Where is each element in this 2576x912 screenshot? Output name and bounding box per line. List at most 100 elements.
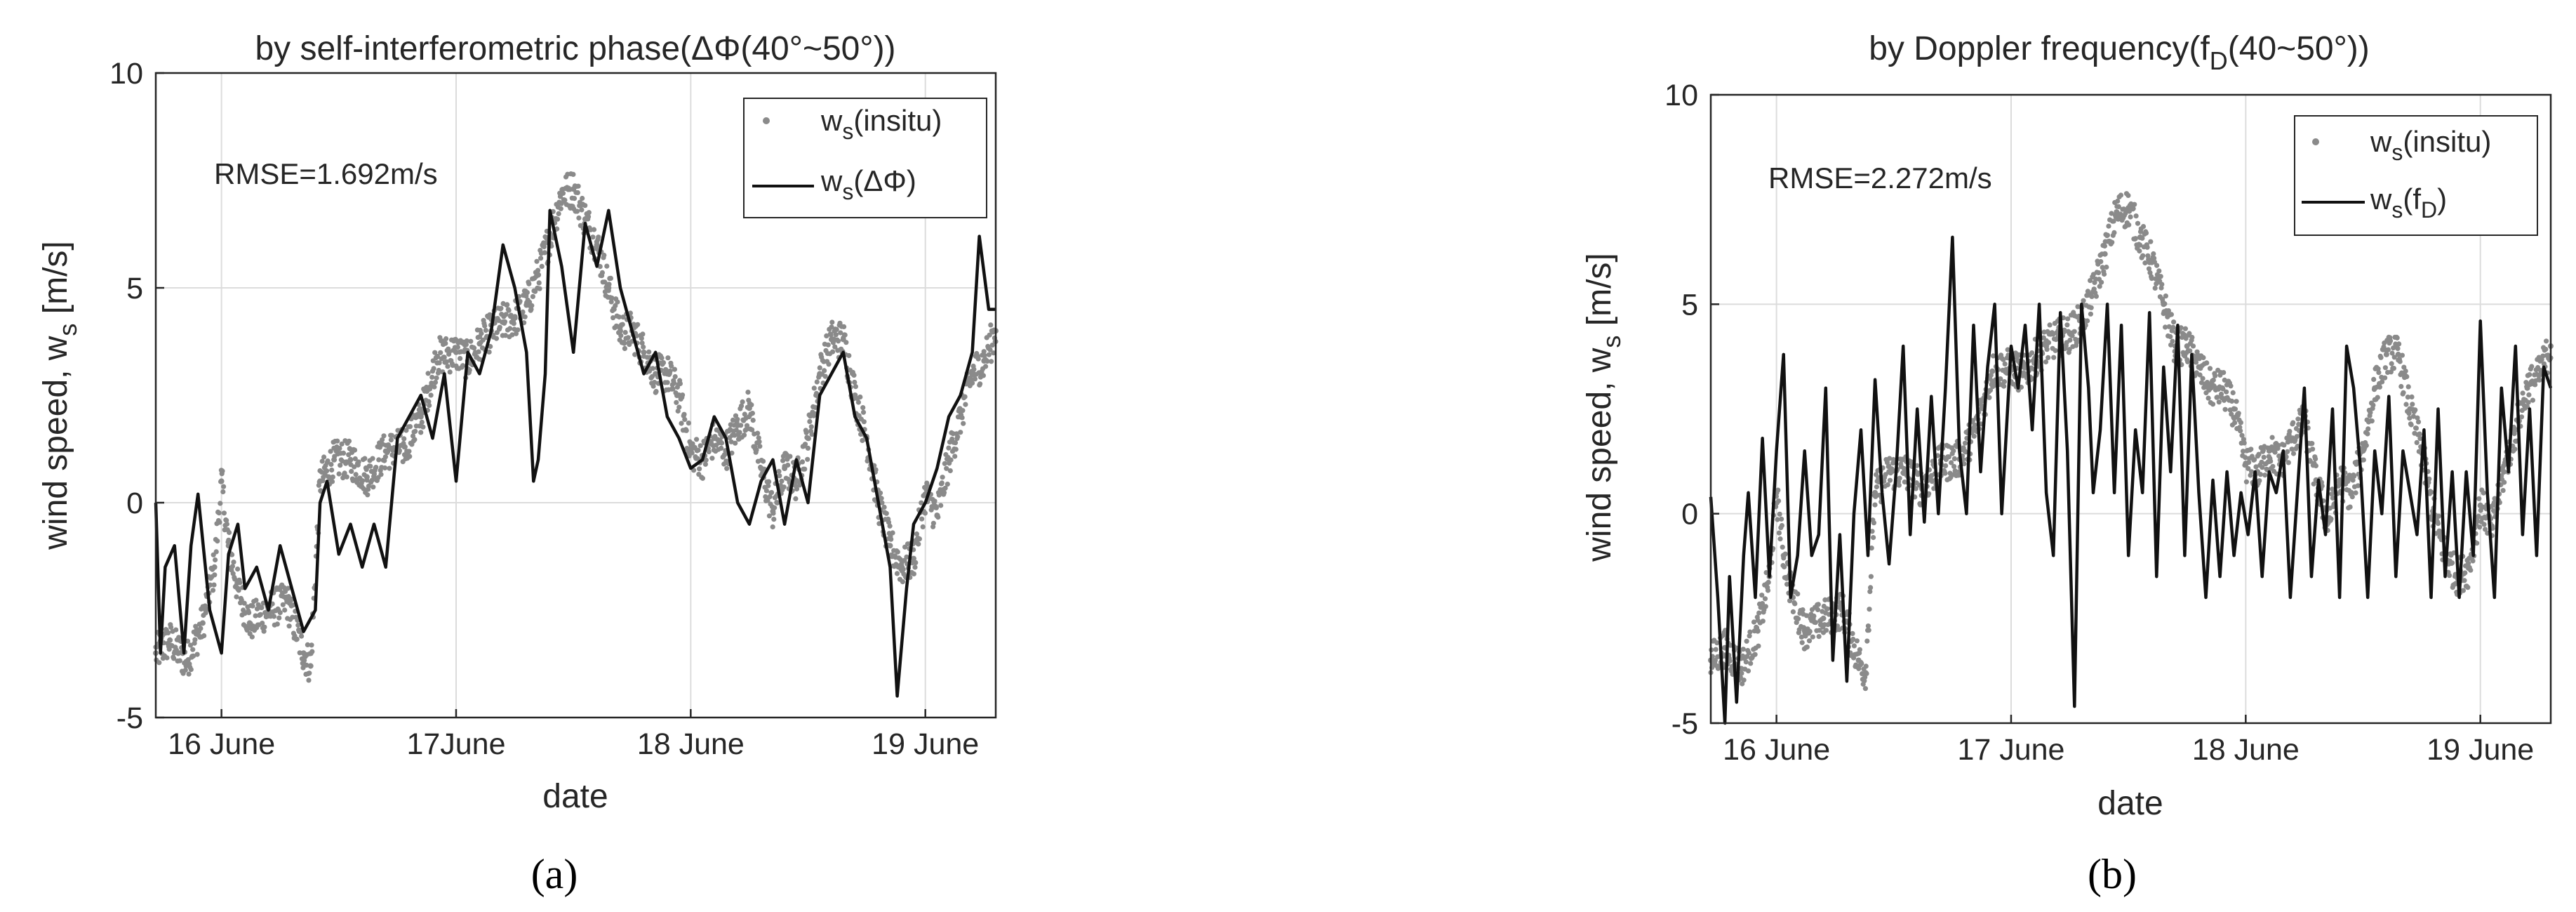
insitu-point (969, 381, 975, 386)
insitu-point (1987, 395, 1992, 400)
insitu-point (665, 380, 670, 385)
insitu-anchor-point (594, 242, 600, 248)
insitu-point (945, 482, 950, 487)
insitu-point (420, 424, 426, 430)
insitu-point (369, 477, 375, 483)
insitu-point (952, 440, 959, 446)
insitu-point (186, 671, 192, 677)
insitu-point (299, 633, 305, 639)
insitu-point (2248, 447, 2254, 452)
insitu-point (2238, 420, 2243, 425)
insitu-point (942, 461, 947, 466)
panel-a-caption: (a) (531, 851, 578, 897)
insitu-point (2527, 372, 2532, 378)
insitu-anchor-point (711, 435, 717, 442)
insitu-point (2518, 414, 2525, 420)
insitu-point (1867, 589, 1873, 595)
insitu-point (640, 331, 646, 337)
insitu-point (1766, 579, 1771, 586)
insitu-anchor-point (2477, 502, 2483, 508)
insitu-anchor-point (2395, 351, 2401, 357)
insitu-point (1871, 535, 1876, 541)
insitu-anchor-point (2067, 331, 2073, 337)
insitu-point (258, 612, 263, 617)
insitu-point (1896, 482, 1902, 488)
insitu-point (2410, 402, 2415, 407)
insitu-point (601, 252, 607, 258)
insitu-point (1942, 470, 1948, 476)
insitu-point (799, 459, 806, 465)
insitu-point (916, 536, 922, 542)
insitu-point (652, 380, 658, 385)
insitu-point (697, 466, 702, 472)
insitu-point (2109, 239, 2115, 245)
insitu-point (335, 438, 340, 444)
insitu-point (2435, 521, 2441, 527)
insitu-point (432, 380, 439, 385)
insitu-point (2253, 464, 2259, 470)
insitu-point (1746, 650, 1751, 656)
insitu-anchor-point (1754, 628, 1761, 634)
insitu-point (360, 478, 366, 484)
insitu-point (613, 303, 618, 308)
insitu-point (2121, 206, 2127, 212)
insitu-point (2234, 399, 2239, 404)
insitu-point (280, 602, 286, 607)
insitu-point (2230, 390, 2236, 396)
insitu-point (981, 349, 987, 355)
insitu-point (2309, 441, 2315, 447)
insitu-point (2088, 311, 2093, 317)
insitu-point (596, 234, 601, 240)
insitu-point (344, 474, 349, 480)
insitu-point (749, 427, 755, 432)
insitu-point (1799, 640, 1805, 645)
insitu-point (842, 332, 848, 338)
insitu-point (659, 355, 665, 361)
insitu-point (2029, 350, 2035, 356)
insitu-point (507, 326, 513, 331)
insitu-point (443, 341, 448, 346)
panel-b-caption: (b) (2088, 851, 2137, 897)
insitu-anchor-point (735, 422, 741, 428)
insitu-point (2075, 304, 2081, 310)
insitu-point (1713, 647, 1719, 652)
insitu-point (930, 520, 936, 526)
insitu-point (425, 371, 431, 376)
insitu-point (2476, 496, 2482, 501)
insitu-point (2067, 347, 2072, 352)
insitu-point (2118, 192, 2124, 198)
insitu-point (873, 467, 879, 472)
insitu-point (1780, 544, 1785, 550)
insitu-point (2388, 338, 2394, 344)
insitu-anchor-point (676, 392, 682, 398)
panel-a-legend-entry-insitu: ws(insitu) (820, 104, 942, 144)
insitu-point (542, 250, 547, 256)
insitu-point (571, 196, 578, 201)
insitu-point (989, 343, 995, 348)
insitu-point (1866, 628, 1871, 633)
insitu-point (2260, 465, 2265, 470)
insitu-point (1763, 570, 1769, 576)
insitu-anchor-point (418, 414, 424, 420)
insitu-point (1850, 636, 1856, 642)
insitu-anchor-point (2337, 477, 2343, 483)
insitu-point (691, 468, 697, 473)
insitu-point (2349, 494, 2355, 500)
insitu-point (1776, 498, 1782, 504)
insitu-point (2417, 436, 2423, 442)
insitu-point (2313, 456, 2318, 462)
insitu-point (352, 456, 358, 462)
insitu-point (218, 501, 223, 506)
insitu-point (2215, 395, 2220, 400)
insitu-point (938, 503, 944, 508)
insitu-point (2171, 319, 2177, 325)
insitu-point (321, 454, 327, 460)
insitu-point (1951, 456, 1957, 462)
insitu-point (1824, 606, 1830, 612)
insitu-point (441, 355, 447, 360)
insitu-point (1865, 623, 1871, 629)
panel-a-rmse: RMSE=1.692m/s (214, 157, 438, 190)
insitu-point (2477, 524, 2483, 530)
insitu-point (632, 352, 638, 357)
insitu-point (2395, 345, 2401, 351)
